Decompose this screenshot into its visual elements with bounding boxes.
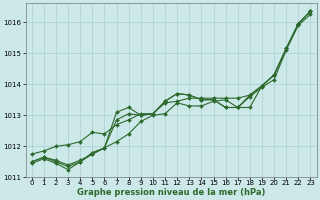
X-axis label: Graphe pression niveau de la mer (hPa): Graphe pression niveau de la mer (hPa) (77, 188, 265, 197)
